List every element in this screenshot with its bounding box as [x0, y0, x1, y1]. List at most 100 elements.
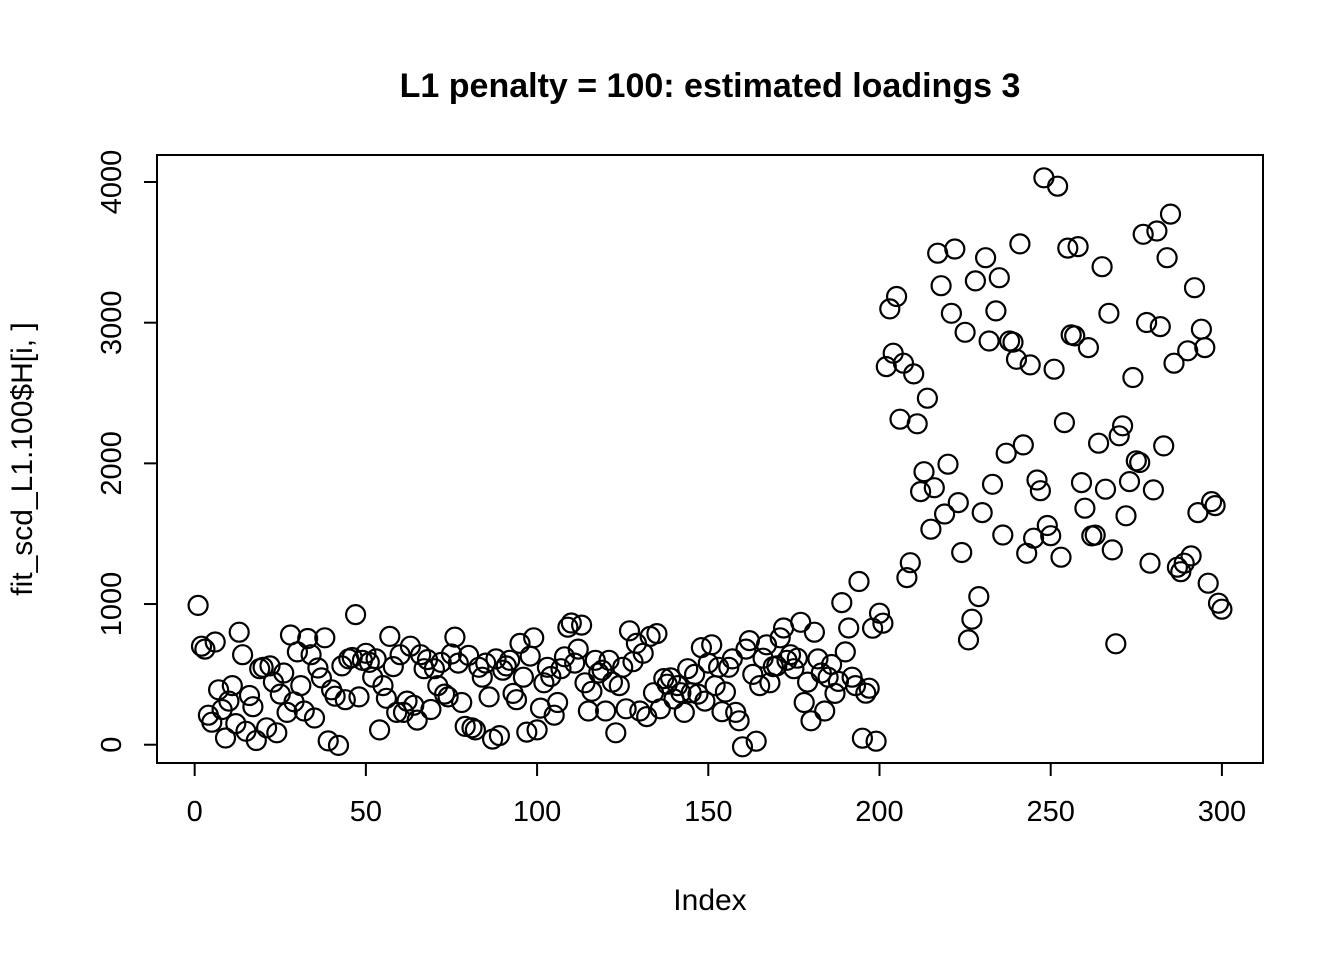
data-point [327, 734, 350, 757]
data-point [1118, 471, 1141, 493]
data-point [1002, 331, 1024, 353]
data-point [670, 682, 692, 704]
data-point [557, 616, 579, 638]
data-point [382, 655, 404, 678]
data-point [221, 674, 243, 697]
data-point [372, 674, 394, 697]
data-point [971, 501, 993, 524]
data-point [1183, 277, 1206, 299]
data-point [1142, 479, 1165, 501]
data-point [1156, 247, 1178, 269]
data-point [201, 711, 223, 733]
data-point [920, 518, 942, 540]
data-point [879, 298, 901, 320]
data-point [187, 594, 209, 617]
data-point [885, 285, 908, 308]
data-point [1139, 552, 1161, 574]
data-point [803, 621, 826, 643]
data-point [577, 700, 600, 722]
data-point [892, 352, 915, 374]
data-point [533, 672, 555, 694]
data-point [290, 674, 312, 697]
data-point [324, 685, 346, 707]
data-point [598, 649, 620, 671]
data-point [519, 645, 541, 667]
data-point [745, 730, 767, 752]
data-point [273, 662, 295, 684]
data-point [1098, 302, 1120, 324]
data-point [499, 649, 521, 671]
data-point [957, 629, 980, 651]
data-point [1091, 256, 1113, 278]
data-point [913, 461, 935, 483]
data-point [930, 275, 952, 297]
data-point [550, 658, 572, 680]
data-point [242, 696, 264, 718]
data-point [214, 727, 237, 749]
data-point [1033, 167, 1055, 189]
data-point [848, 570, 870, 593]
data-point [769, 627, 791, 649]
data-point [814, 700, 836, 722]
data-point [317, 730, 339, 752]
data-point [560, 612, 582, 634]
data-point [1057, 237, 1079, 259]
data-point [1029, 480, 1052, 502]
data-point [509, 632, 531, 655]
data-point [1132, 223, 1154, 245]
x-tick-label: 250 [1027, 796, 1075, 828]
data-point [951, 541, 973, 564]
data-point [581, 680, 603, 702]
data-point [1067, 236, 1089, 258]
data-point [1200, 491, 1223, 513]
data-point [1046, 175, 1069, 197]
data-point [612, 656, 634, 678]
data-point [218, 690, 240, 712]
data-point [434, 683, 456, 705]
data-point [204, 631, 226, 653]
data-point [1146, 220, 1168, 242]
data-point [461, 717, 483, 739]
y-tick-label: 2000 [96, 431, 128, 496]
data-point [1084, 524, 1106, 546]
data-point [677, 658, 699, 680]
data-point [927, 242, 949, 264]
data-point [245, 729, 267, 752]
data-point [266, 722, 288, 744]
y-axis-label: fit_scd_L1.100$H[i, ] [6, 322, 39, 596]
data-point [673, 701, 695, 724]
data-point [543, 704, 565, 726]
data-point [1149, 316, 1171, 338]
data-point [1022, 527, 1045, 549]
data-point [512, 666, 535, 688]
data-point [505, 689, 528, 711]
data-point [1012, 434, 1034, 456]
data-point [694, 690, 716, 712]
data-point [1064, 325, 1086, 347]
data-point [252, 656, 274, 678]
data-point [858, 677, 880, 699]
data-point [923, 477, 945, 499]
data-point [379, 625, 401, 648]
data-point [903, 363, 925, 385]
data-point [653, 667, 675, 690]
data-point [464, 719, 486, 741]
data-point [228, 621, 250, 643]
x-tick-label: 0 [187, 796, 203, 828]
data-point [1105, 633, 1127, 655]
data-point [793, 691, 815, 714]
data-point [618, 620, 641, 642]
data-point [875, 356, 897, 378]
data-point [605, 722, 627, 744]
data-point [1070, 472, 1093, 494]
data-point [940, 302, 963, 324]
data-point [731, 736, 754, 758]
y-tick-label: 3000 [96, 290, 128, 355]
data-point [307, 657, 329, 679]
data-point [1053, 412, 1076, 434]
data-point [790, 611, 812, 633]
data-point [1211, 598, 1233, 620]
data-point [786, 647, 808, 669]
data-point [683, 663, 706, 686]
